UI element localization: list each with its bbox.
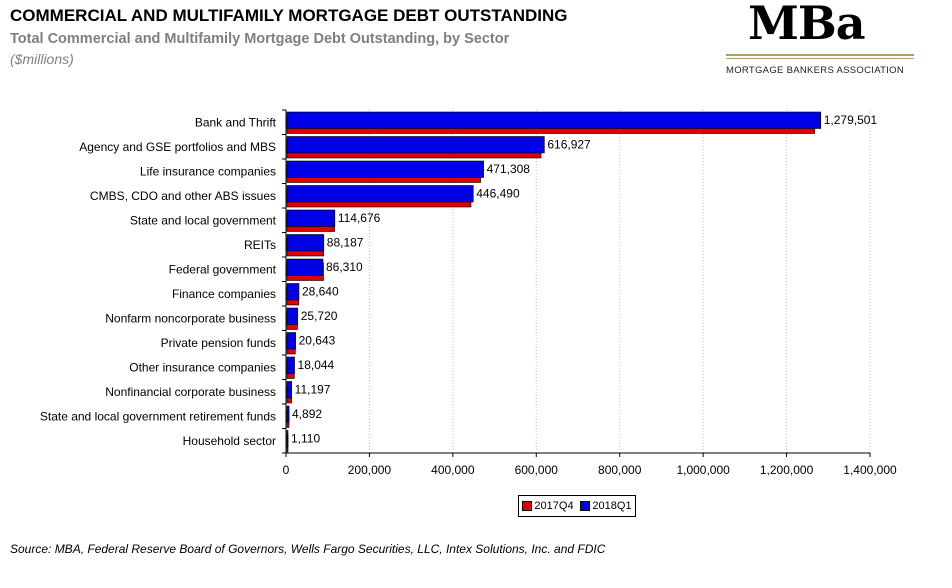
- category-label: State and local government retirement fu…: [40, 409, 276, 423]
- bar-2018q1: [286, 258, 324, 276]
- data-label: 471,308: [487, 162, 531, 176]
- data-label: 446,490: [476, 187, 520, 201]
- data-label: 11,197: [295, 383, 331, 397]
- data-label: 1,110: [291, 432, 320, 446]
- x-tick-label: 800,000: [598, 463, 642, 477]
- bar-2018q1: [286, 405, 290, 423]
- x-tick-label: 600,000: [515, 463, 559, 477]
- data-label: 4,892: [292, 407, 322, 421]
- legend-swatch-2018q1: [580, 501, 591, 511]
- logo-mark: MBa: [748, 0, 866, 50]
- category-label: Life insurance companies: [140, 164, 276, 178]
- logo-divider-thin: [726, 58, 914, 59]
- bar-2018q1: [286, 160, 484, 178]
- bar-2018q1: [286, 430, 289, 448]
- units-label: ($millions): [10, 51, 74, 67]
- x-tick-label: 400,000: [431, 463, 475, 477]
- data-label: 18,044: [298, 358, 335, 372]
- category-label: Agency and GSE portfolios and MBS: [79, 140, 276, 154]
- legend-item-2017q4: 2017Q4: [522, 500, 574, 512]
- category-label: Nonfarm noncorporate business: [105, 311, 276, 325]
- bar-2018q1: [286, 356, 295, 374]
- x-tick-label: 0: [283, 463, 290, 477]
- bar-2018q1: [286, 307, 299, 325]
- source-note: Source: MBA, Federal Reserve Board of Go…: [10, 542, 606, 556]
- data-label: 114,676: [338, 211, 381, 225]
- legend-swatch-2017q4: [522, 501, 533, 511]
- logo-divider: [726, 54, 914, 56]
- category-label: Bank and Thrift: [195, 115, 277, 129]
- x-tick-label: 1,200,000: [760, 463, 814, 477]
- bar-2018q1: [286, 234, 325, 252]
- data-label: 1,279,501: [824, 113, 878, 127]
- data-label: 25,720: [301, 309, 338, 323]
- category-label: State and local government: [130, 213, 277, 227]
- mba-logo: MBa MORTGAGE BANKERS ASSOCIATION: [726, 0, 916, 80]
- data-label: 616,927: [547, 138, 591, 152]
- chart-title: COMMERCIAL AND MULTIFAMILY MORTGAGE DEBT…: [10, 6, 568, 25]
- bar-2018q1: [286, 136, 545, 154]
- legend-item-2018q1: 2018Q1: [580, 500, 632, 512]
- category-label: Other insurance companies: [129, 360, 276, 374]
- x-tick-label: 200,000: [348, 463, 392, 477]
- data-label: 28,640: [302, 285, 339, 299]
- category-label: CMBS, CDO and other ABS issues: [90, 189, 276, 203]
- bar-2018q1: [286, 381, 292, 399]
- category-label: REITs: [244, 238, 276, 252]
- bar-2018q1: [286, 332, 296, 350]
- bar-2018q1: [286, 111, 822, 129]
- data-label: 88,187: [327, 236, 364, 250]
- data-label: 20,643: [299, 334, 336, 348]
- category-label: Finance companies: [172, 287, 276, 301]
- category-label: Federal government: [169, 262, 277, 276]
- data-label: 86,310: [326, 260, 363, 274]
- bar-2018q1: [286, 283, 300, 301]
- bar-2018q1: [286, 185, 474, 203]
- category-label: Private pension funds: [161, 336, 276, 350]
- legend-label-2017q4: 2017Q4: [534, 500, 574, 512]
- category-label: Nonfinancial corporate business: [105, 385, 276, 399]
- x-tick-label: 1,000,000: [676, 463, 730, 477]
- logo-tagline: MORTGAGE BANKERS ASSOCIATION: [726, 65, 905, 76]
- bar-2018q1: [286, 209, 336, 227]
- chart-subtitle: Total Commercial and Multifamily Mortgag…: [10, 31, 510, 47]
- x-tick-label: 1,400,000: [843, 463, 897, 477]
- chart-legend: 2017Q4 2018Q1: [518, 495, 636, 517]
- legend-label-2018q1: 2018Q1: [592, 500, 632, 512]
- category-label: Household sector: [183, 434, 276, 448]
